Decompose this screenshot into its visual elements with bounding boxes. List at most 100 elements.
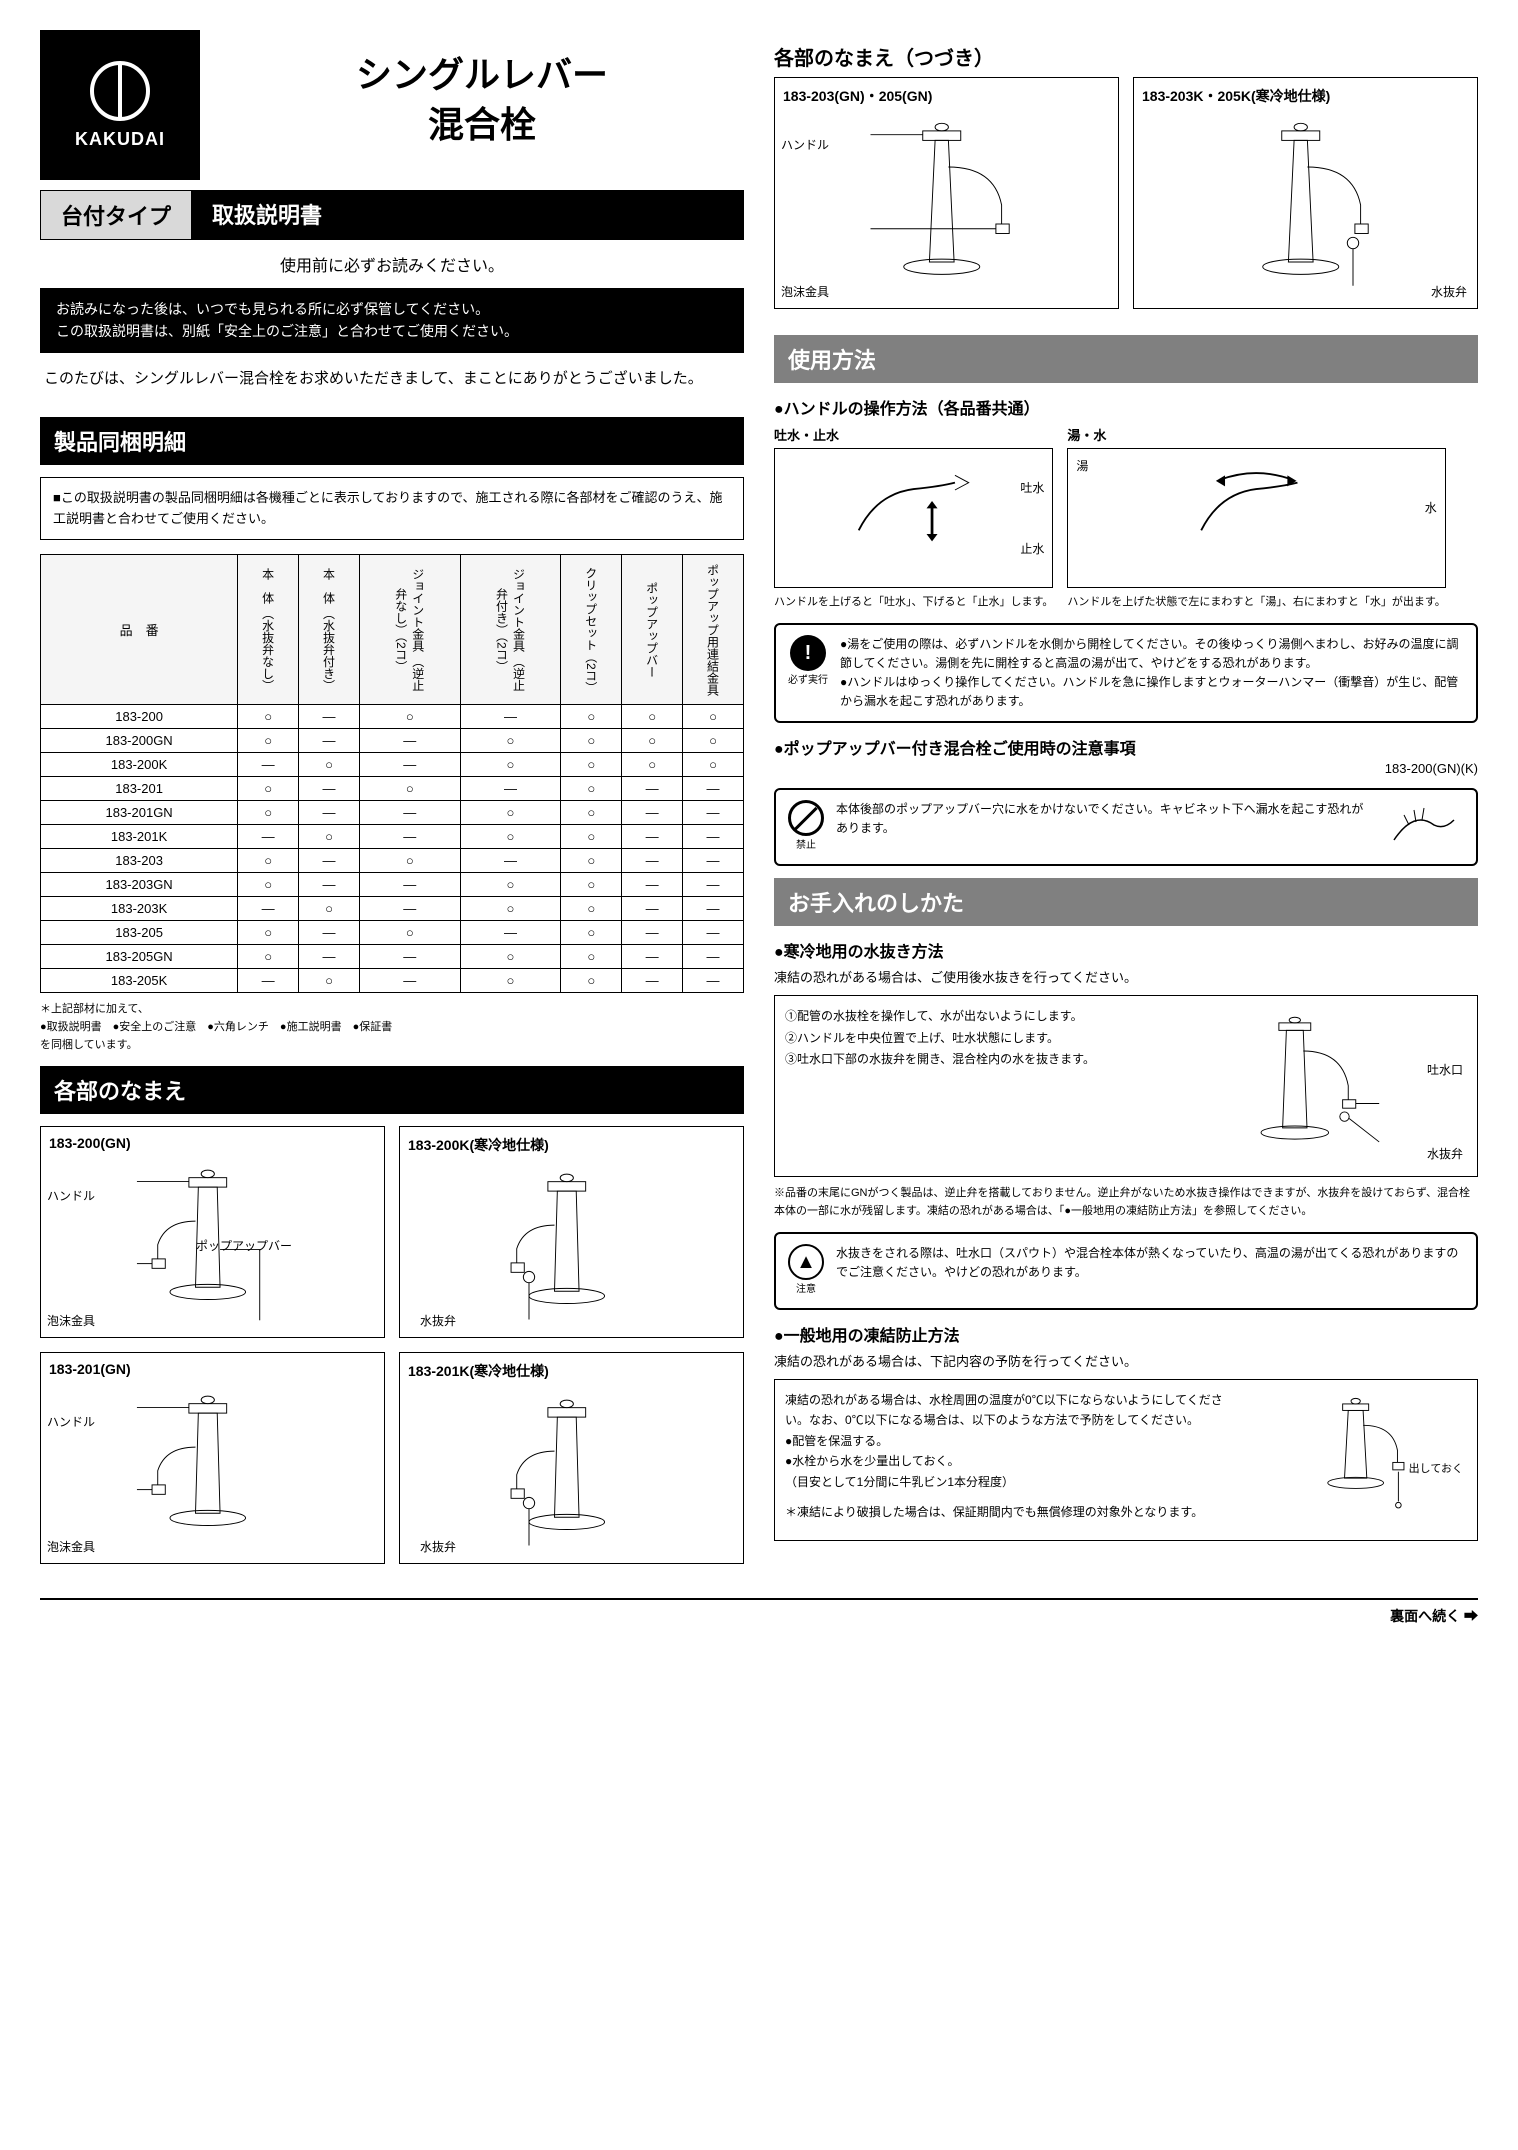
caution-text: ●ハンドルはゆっくり操作してください。ハンドルを急に操作しますとウォーターハンマ… bbox=[840, 673, 1464, 711]
freeze-text: （目安として1分間に牛乳ビン1本分程度） bbox=[785, 1472, 1232, 1492]
freeze-lead: 凍結の恐れがある場合は、下記内容の予防を行ってください。 bbox=[774, 1352, 1478, 1373]
bottom-rule bbox=[40, 1598, 1478, 1600]
mark-cell: — bbox=[622, 897, 683, 921]
diagram-200: 183-200(GN) ハンドル ポップアップバー 泡沫金具 bbox=[40, 1126, 385, 1338]
diagram-201: 183-201(GN) ハンドル 泡沫金具 bbox=[40, 1352, 385, 1564]
mark-cell: ○ bbox=[460, 897, 561, 921]
mark-cell: ○ bbox=[460, 753, 561, 777]
col-header: ポップアップ用連結金具 bbox=[683, 555, 744, 705]
freeze-title: ●一般地用の凍結防止方法 bbox=[774, 1322, 1478, 1346]
diagram-203: 183-203(GN)・205(GN) ハンドル 泡沫金具 bbox=[774, 77, 1119, 309]
mark-cell: — bbox=[359, 825, 460, 849]
mark-cell: — bbox=[359, 969, 460, 993]
caution-text: 本体後部のポップアップバー穴に水をかけないでください。キャビネット下へ漏水を起こ… bbox=[836, 800, 1372, 838]
mark-cell: — bbox=[683, 897, 744, 921]
faucet-illustration bbox=[1142, 110, 1469, 300]
op-right-caption: ハンドルを上げた状態で左にまわすと「湯」、右にまわすと「水」が出ます。 bbox=[1067, 594, 1445, 611]
forbid-icon: 禁止 bbox=[788, 800, 824, 854]
mark-cell: ○ bbox=[561, 729, 622, 753]
type-label: 台付タイプ bbox=[40, 190, 192, 240]
model-cell: 183-201GN bbox=[41, 801, 238, 825]
logo-mark-icon bbox=[90, 61, 150, 121]
mark-cell: ○ bbox=[238, 873, 299, 897]
header: KAKUDAI シングルレバー 混合栓 bbox=[40, 30, 744, 180]
mark-cell: — bbox=[299, 777, 360, 801]
right-column: 各部のなまえ（つづき） 183-203(GN)・205(GN) ハンドル 泡沫金… bbox=[774, 30, 1478, 1578]
model-cell: 183-201K bbox=[41, 825, 238, 849]
col-header: ジョイント金具 （逆止弁付き）（2コ） bbox=[460, 555, 561, 705]
model-cell: 183-200 bbox=[41, 705, 238, 729]
faucet-illustration bbox=[408, 1385, 735, 1555]
model-cell: 183-203GN bbox=[41, 873, 238, 897]
splash-icon bbox=[1384, 800, 1464, 850]
faucet-illustration bbox=[783, 110, 1110, 300]
model-label: 183-201(GN) bbox=[49, 1361, 376, 1377]
mark-cell: — bbox=[622, 801, 683, 825]
col-header: ジョイント金具 （逆止弁なし）（2コ） bbox=[359, 555, 460, 705]
table-row: 183-203GN○——○○—— bbox=[41, 873, 744, 897]
mark-cell: ○ bbox=[561, 753, 622, 777]
parts-table: 品 番 本 体 （水抜弁なし） 本 体 （水抜弁付き） ジョイント金具 （逆止弁… bbox=[40, 554, 744, 993]
mark-cell: ○ bbox=[460, 825, 561, 849]
section-usage-header: 使用方法 bbox=[774, 335, 1478, 383]
op-left-caption: ハンドルを上げると「吐水」、下げると「止水」します。 bbox=[774, 594, 1053, 611]
mark-cell: — bbox=[622, 777, 683, 801]
freeze-text: 凍結の恐れがある場合は、水栓周囲の温度が0℃以下にならないようにしてください。な… bbox=[785, 1390, 1232, 1431]
mark-cell: — bbox=[622, 921, 683, 945]
table-row: 183-203○—○—○—— bbox=[41, 849, 744, 873]
caution-text: ●湯をご使用の際は、必ずハンドルを水側から開栓してください。その後ゆっくり湯側へ… bbox=[840, 635, 1464, 673]
drain-figure: 吐水口 水抜弁 bbox=[1132, 1006, 1467, 1166]
thanks-text: このたびは、シングルレバー混合栓をお求めいただきまして、まことにありがとうござい… bbox=[40, 353, 744, 405]
mark-cell: ○ bbox=[683, 753, 744, 777]
table-row: 183-205○—○—○—— bbox=[41, 921, 744, 945]
model-cell: 183-203 bbox=[41, 849, 238, 873]
type-row: 台付タイプ 取扱説明書 bbox=[40, 190, 744, 240]
label-yu: 湯 bbox=[1076, 457, 1088, 474]
label-drain: 水抜弁 bbox=[420, 1538, 456, 1555]
mark-cell: ○ bbox=[299, 825, 360, 849]
mark-cell: ○ bbox=[460, 729, 561, 753]
keep-note-line2: この取扱説明書は、別紙「安全上のご注意」と合わせてご使用ください。 bbox=[56, 320, 728, 342]
model-cell: 183-201 bbox=[41, 777, 238, 801]
drain-step: ②ハンドルを中央位置で上げ、吐水状態にします。 bbox=[785, 1028, 1120, 1050]
model-cell: 183-203K bbox=[41, 897, 238, 921]
mark-cell: ○ bbox=[359, 849, 460, 873]
freeze-box: 凍結の恐れがある場合は、水栓周囲の温度が0℃以下にならないようにしてください。な… bbox=[774, 1379, 1478, 1541]
mark-cell: ○ bbox=[238, 729, 299, 753]
table-row: 183-205GN○——○○—— bbox=[41, 945, 744, 969]
op-illustration bbox=[1076, 457, 1436, 567]
table-row: 183-201GN○——○○—— bbox=[41, 801, 744, 825]
model-label: 183-201K(寒冷地仕様) bbox=[408, 1361, 735, 1381]
mark-cell: ○ bbox=[683, 729, 744, 753]
popup-caution-model: 183-200(GN)(K) bbox=[774, 761, 1478, 776]
freeze-figure: 出しておく bbox=[1244, 1390, 1467, 1530]
mark-cell: ○ bbox=[238, 945, 299, 969]
table-row: 183-200K—○—○○○○ bbox=[41, 753, 744, 777]
mark-cell: ○ bbox=[238, 849, 299, 873]
op-right-box: 湯 水 bbox=[1067, 448, 1445, 588]
mark-cell: ○ bbox=[683, 705, 744, 729]
mark-cell: — bbox=[299, 729, 360, 753]
label-spout: 吐水口 bbox=[1427, 1061, 1463, 1078]
mark-cell: ○ bbox=[299, 753, 360, 777]
label-handle: ハンドル bbox=[47, 1413, 95, 1430]
mark-cell: — bbox=[622, 873, 683, 897]
mark-cell: — bbox=[460, 921, 561, 945]
product-title-line1: シングルレバー bbox=[220, 50, 744, 100]
model-label: 183-200K(寒冷地仕様) bbox=[408, 1135, 735, 1155]
model-label: 183-203K・205K(寒冷地仕様) bbox=[1142, 86, 1469, 106]
mark-cell: ○ bbox=[299, 897, 360, 921]
drain-step: ①配管の水抜栓を操作して、水が出ないようにします。 bbox=[785, 1006, 1120, 1028]
parts-note: ■この取扱説明書の製品同梱明細は各機種ごとに表示しておりますので、施工される際に… bbox=[40, 477, 744, 541]
mark-cell: — bbox=[299, 921, 360, 945]
icon-label: 注意 bbox=[796, 1282, 816, 1298]
label-aerator: 泡沫金具 bbox=[47, 1312, 95, 1329]
diagram-203k: 183-203K・205K(寒冷地仕様) 水抜弁 bbox=[1133, 77, 1478, 309]
label-aerator: 泡沫金具 bbox=[781, 283, 829, 300]
table-row: 183-203K—○—○○—— bbox=[41, 897, 744, 921]
mark-cell: — bbox=[299, 945, 360, 969]
mark-cell: — bbox=[683, 801, 744, 825]
keep-note: お読みになった後は、いつでも見られる所に必ず保管してください。 この取扱説明書は… bbox=[40, 288, 744, 353]
col-header: 本 体 （水抜弁なし） bbox=[238, 555, 299, 705]
mark-cell: — bbox=[683, 921, 744, 945]
